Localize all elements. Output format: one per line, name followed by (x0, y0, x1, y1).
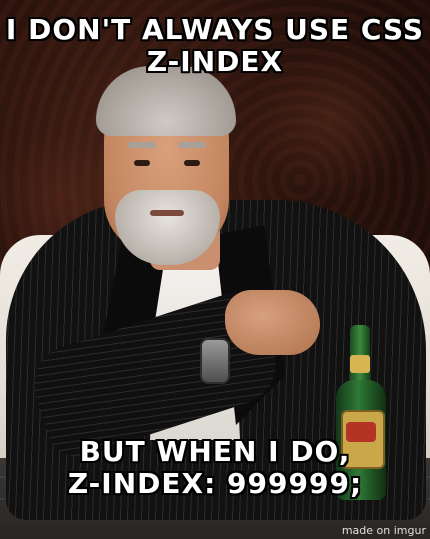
top-caption-line-1: I DON'T ALWAYS USE CSS (5, 13, 425, 47)
bottle-neck-label (350, 355, 370, 373)
hair (96, 66, 236, 136)
eyebrow-right (178, 142, 206, 148)
watch (200, 338, 230, 384)
bottle-logo (346, 422, 376, 442)
beer-bottle (336, 325, 386, 500)
beard (115, 190, 220, 265)
eye-right (184, 160, 200, 166)
imgur-watermark: made on imgur (341, 524, 426, 537)
mouth (150, 210, 184, 216)
top-caption: I DON'T ALWAYS USE CSS Z-INDEX (0, 13, 430, 79)
hand (225, 290, 320, 355)
bottom-caption-line-1: BUT WHEN I DO, (79, 435, 351, 469)
bottom-caption: BUT WHEN I DO, Z-INDEX: 999999; (0, 435, 430, 501)
eyebrow-left (128, 142, 156, 148)
top-caption-line-2: Z-INDEX (146, 44, 284, 78)
bottom-caption-line-2: Z-INDEX: 999999; (67, 466, 363, 500)
eye-left (134, 160, 150, 166)
